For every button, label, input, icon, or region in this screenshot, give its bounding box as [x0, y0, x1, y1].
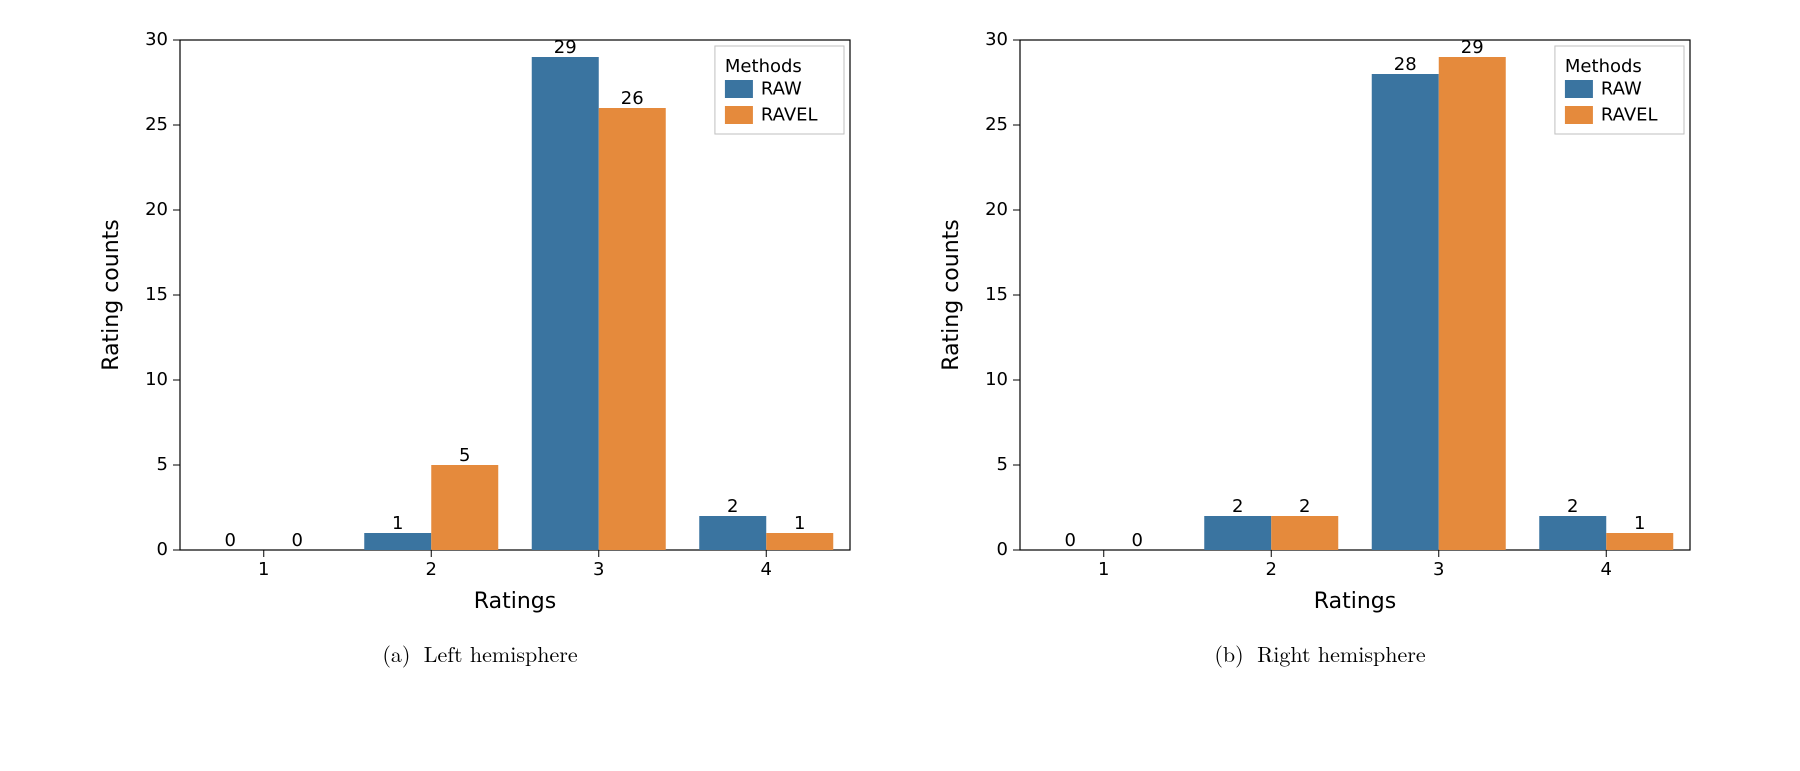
- svg-text:RAVEL: RAVEL: [761, 104, 818, 125]
- subcaption-right: (b) Right hemisphere: [1214, 638, 1425, 669]
- svg-text:2: 2: [1567, 496, 1578, 517]
- svg-text:1: 1: [1634, 513, 1645, 534]
- svg-text:2: 2: [1299, 496, 1310, 517]
- legend: MethodsRAW RAVEL: [1555, 46, 1684, 134]
- svg-text:29: 29: [554, 37, 577, 58]
- svg-text:2: 2: [727, 496, 738, 517]
- svg-text:28: 28: [1394, 54, 1417, 75]
- svg-text:RAW: RAW: [761, 78, 802, 99]
- svg-text:4: 4: [1601, 559, 1612, 580]
- svg-text:2: 2: [1266, 559, 1277, 580]
- svg-text:2: 2: [426, 559, 437, 580]
- svg-text:4: 4: [761, 559, 772, 580]
- subcaption-text: Left hemisphere: [424, 638, 578, 669]
- svg-text:30: 30: [145, 29, 168, 50]
- svg-text:25: 25: [145, 114, 168, 135]
- svg-text:30: 30: [985, 29, 1008, 50]
- svg-text:0: 0: [997, 539, 1008, 560]
- svg-text:1: 1: [392, 513, 403, 534]
- svg-text:15: 15: [985, 284, 1008, 305]
- panel-right: 05101520253012340228202291RatingsRating …: [930, 20, 1710, 669]
- figure-row: 05101520253012340129205261RatingsRating …: [20, 20, 1780, 669]
- svg-text:0: 0: [292, 530, 303, 551]
- svg-text:5: 5: [157, 454, 168, 475]
- svg-text:20: 20: [985, 199, 1008, 220]
- svg-text:5: 5: [997, 454, 1008, 475]
- subcaption-left: (a) Left hemisphere: [382, 638, 577, 669]
- svg-text:15: 15: [145, 284, 168, 305]
- svg-text:1: 1: [794, 513, 805, 534]
- svg-text:Ratings: Ratings: [1314, 589, 1396, 614]
- svg-text:5: 5: [459, 445, 470, 466]
- svg-text:Rating counts: Rating counts: [99, 219, 124, 370]
- svg-text:3: 3: [593, 559, 604, 580]
- svg-text:10: 10: [145, 369, 168, 390]
- svg-text:29: 29: [1461, 37, 1484, 58]
- svg-text:0: 0: [157, 539, 168, 560]
- svg-text:1: 1: [258, 559, 269, 580]
- subcaption-tag: (a): [382, 638, 410, 669]
- subcaption-tag: (b): [1214, 638, 1243, 669]
- panel-left: 05101520253012340129205261RatingsRating …: [90, 20, 870, 669]
- svg-text:0: 0: [1065, 530, 1076, 551]
- subcaption-text: Right hemisphere: [1257, 638, 1426, 669]
- svg-text:1: 1: [1098, 559, 1109, 580]
- svg-text:Ratings: Ratings: [474, 589, 556, 614]
- svg-text:Methods: Methods: [1565, 56, 1642, 77]
- svg-text:Rating counts: Rating counts: [939, 219, 964, 370]
- svg-text:0: 0: [1132, 530, 1143, 551]
- svg-text:2: 2: [1232, 496, 1243, 517]
- svg-text:3: 3: [1433, 559, 1444, 580]
- svg-text:10: 10: [985, 369, 1008, 390]
- svg-text:RAW: RAW: [1601, 78, 1642, 99]
- svg-text:0: 0: [225, 530, 236, 551]
- chart-right: 05101520253012340228202291RatingsRating …: [930, 20, 1710, 620]
- chart-left: 05101520253012340129205261RatingsRating …: [90, 20, 870, 620]
- svg-text:26: 26: [621, 88, 644, 109]
- svg-text:Methods: Methods: [725, 56, 802, 77]
- svg-text:25: 25: [985, 114, 1008, 135]
- legend: MethodsRAW RAVEL: [715, 46, 844, 134]
- svg-text:20: 20: [145, 199, 168, 220]
- svg-text:RAVEL: RAVEL: [1601, 104, 1658, 125]
